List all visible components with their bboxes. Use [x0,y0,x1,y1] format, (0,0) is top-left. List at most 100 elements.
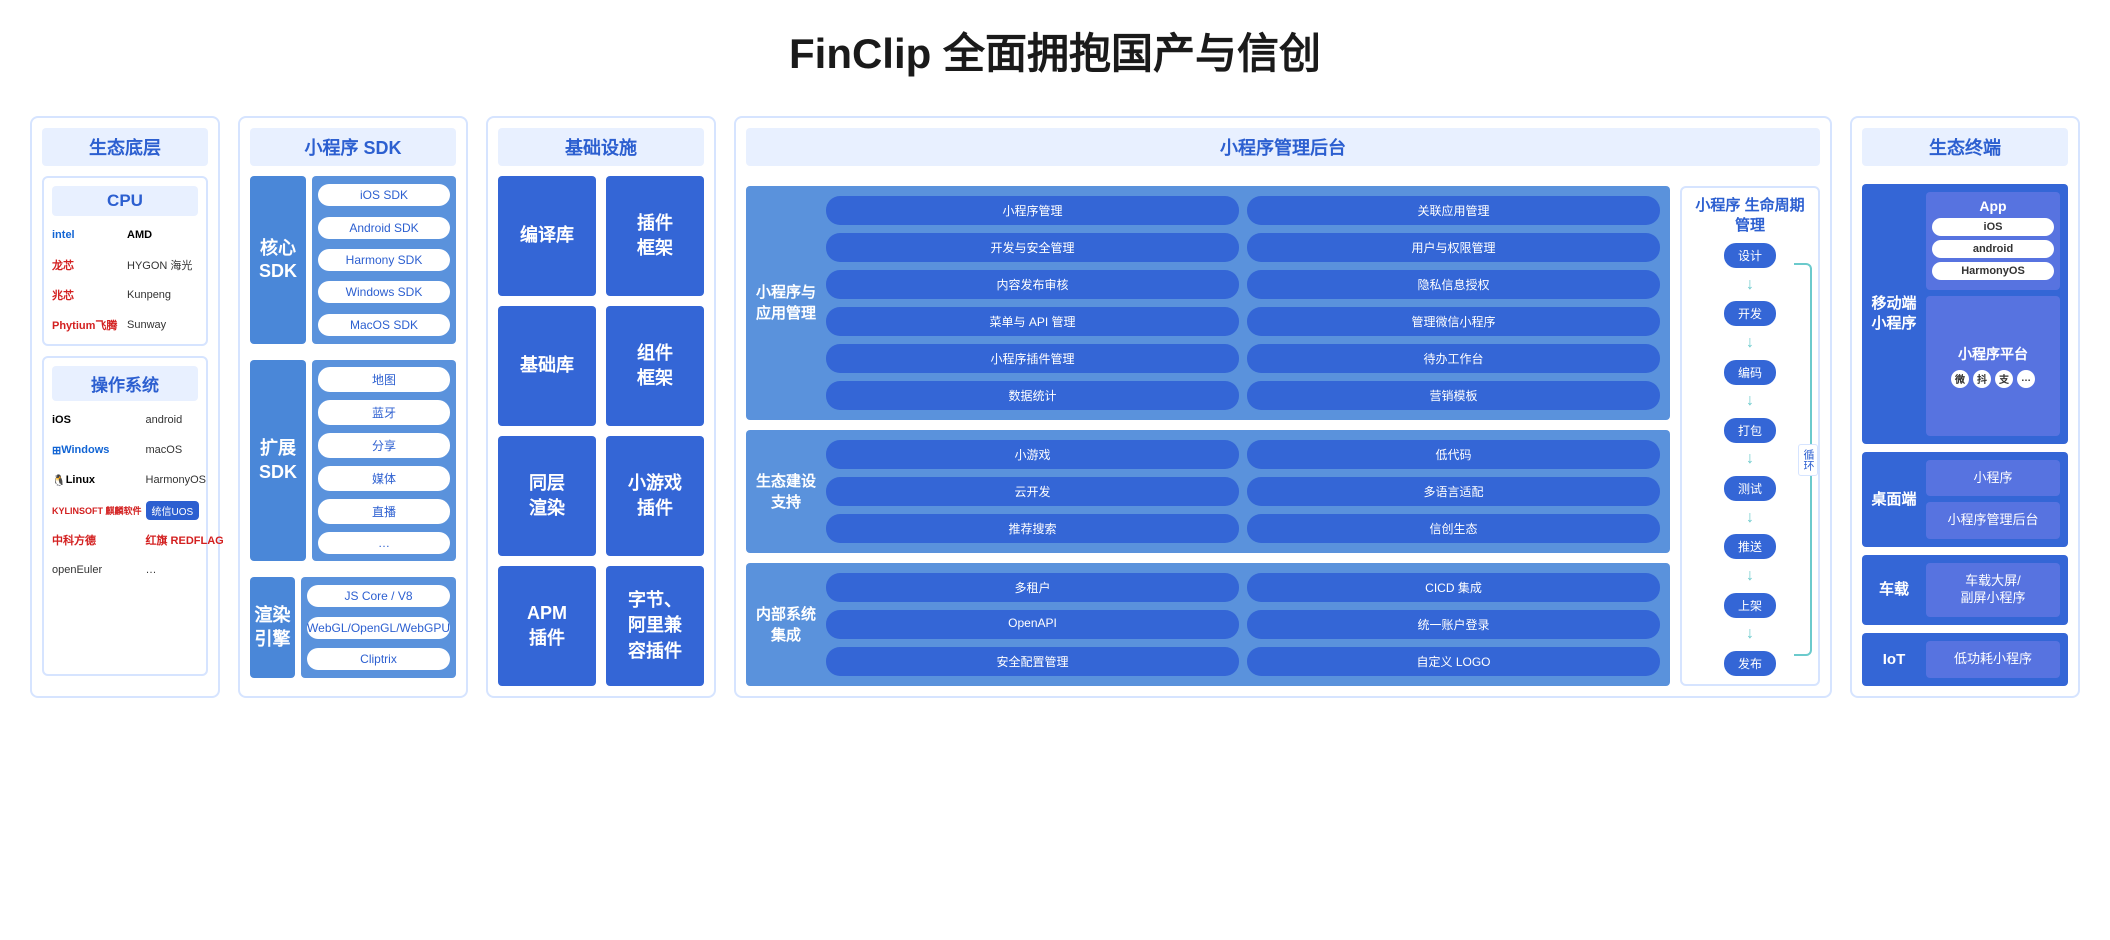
logo-loongson: 龙芯 [52,254,123,276]
app-android: android [1932,240,2054,258]
logo-zhaoxin: 兆芯 [52,284,123,306]
infra-grid: 编译库插件 框架基础库组件 框架同层 渲染小游戏 插件APM 插件字节、 阿里兼… [498,176,704,686]
lifecycle-step: 测试 [1724,476,1776,501]
sdk-item: iOS SDK [318,184,450,206]
mgmt-section: 生态建设 支持小游戏低代码云开发多语言适配推荐搜索信创生态 [746,430,1670,553]
arrow-down-icon: ↓ [1746,451,1754,467]
mgmt-item: 管理微信小程序 [1247,307,1660,336]
logo-amd: AMD [127,224,198,246]
sdk-item: 媒体 [318,466,450,491]
sdk-item: 直播 [318,499,450,524]
architecture-diagram: 生态底层 CPU intel AMD 龙芯 HYGON 海光 兆芯 Kunpen… [30,116,2080,698]
platform-icon: … [2017,370,2035,388]
infra-cell: 字节、 阿里兼 容插件 [606,566,704,686]
lifecycle-step: 推送 [1724,534,1776,559]
infra-cell: 插件 框架 [606,176,704,296]
col1-header: 生态底层 [42,128,208,166]
logo-redflag: 红旗 REDFLAG [146,529,224,551]
sdk-item: Windows SDK [318,281,450,303]
lifecycle-step: 开发 [1724,301,1776,326]
mgmt-item: 菜单与 API 管理 [826,307,1239,336]
logo-phytium: Phytium飞腾 [52,314,123,336]
platform-icon: 支 [1995,370,2013,388]
sdk-item: Cliptrix [307,648,450,670]
lifecycle-step: 打包 [1724,418,1776,443]
mgmt-item: 自定义 LOGO [1247,647,1660,676]
platform-icon: 微 [1951,370,1969,388]
logo-openeuler: openEuler [52,559,142,581]
arrow-down-icon: ↓ [1746,393,1754,409]
loop-label: 循环 [1798,444,1818,476]
sdk-items: 地图蓝牙分享媒体直播 … [312,360,456,561]
os-box: 操作系统 iOS android ⊞ Windows macOS 🐧 Linux… [42,356,208,676]
sdk-item: MacOS SDK [318,314,450,336]
term-row: 车载车载大屏/ 副屏小程序 [1862,555,2068,625]
sdk-group-label: 扩展 SDK [250,360,306,561]
mgmt-section-label: 内部系统 集成 [756,573,816,676]
sdk-item: 分享 [318,433,450,458]
col5-header: 生态终端 [1862,128,2068,166]
term-mobile: 移动端 小程序 App iOS android HarmonyOS 小程序平台 … [1862,184,2068,444]
sdk-item: … [318,532,450,554]
app-box: App iOS android HarmonyOS [1926,192,2060,290]
mgmt-section-label: 生态建设 支持 [756,440,816,543]
logo-intel: intel [52,224,123,246]
mgmt-grid: 小程序管理关联应用管理开发与安全管理用户与权限管理内容发布审核隐私信息授权菜单与… [826,196,1660,410]
mgmt-item: 信创生态 [1247,514,1660,543]
term-row-content: 小程序小程序管理后台 [1926,460,2060,540]
logo-linux: 🐧 Linux [52,469,142,491]
term-item: 小程序 [1926,460,2060,497]
mgmt-item: OpenAPI [826,610,1239,639]
mgmt-item: 多租户 [826,573,1239,602]
mgmt-item: 关联应用管理 [1247,196,1660,225]
infra-cell: 同层 渲染 [498,436,596,556]
mgmt-item: 内容发布审核 [826,270,1239,299]
sdk-item: JS Core / V8 [307,585,450,607]
mgmt-grid: 多租户CICD 集成OpenAPI统一账户登录安全配置管理自定义 LOGO [826,573,1660,676]
page-title: FinClip 全面拥抱国产与信创 [30,20,2080,81]
arrow-down-icon: ↓ [1746,335,1754,351]
term-mobile-label: 移动端 小程序 [1870,192,1918,436]
mgmt-item: 隐私信息授权 [1247,270,1660,299]
mgmt-item: 云开发 [826,477,1239,506]
sdk-group: 核心 SDKiOS SDKAndroid SDKHarmony SDKWindo… [250,176,456,344]
arrow-down-icon: ↓ [1746,568,1754,584]
lifecycle-header: 小程序 生命周期管理 [1690,196,1810,235]
cpu-box: CPU intel AMD 龙芯 HYGON 海光 兆芯 Kunpeng Phy… [42,176,208,346]
col3-header: 基础设施 [498,128,704,166]
os-grid: iOS android ⊞ Windows macOS 🐧 Linux Harm… [52,409,198,581]
sdk-group: 渲染 引擎JS Core / V8WebGL/OpenGL/WebGPUClip… [250,577,456,678]
platform-icon: 抖 [1973,370,1991,388]
mgmt-item: 统一账户登录 [1247,610,1660,639]
lifecycle-box: 小程序 生命周期管理 循环 设计↓开发↓编码↓打包↓测试↓推送↓上架↓发布 [1680,186,1820,686]
sdk-item: 蓝牙 [318,400,450,425]
logo-uos: 统信UOS [146,499,224,521]
logo-nfschina: 中科方德 [52,529,142,551]
panel-sdk: 小程序 SDK 核心 SDKiOS SDKAndroid SDKHarmony … [238,116,468,698]
term-row-content: 低功耗小程序 [1926,641,2060,678]
term-row-label: 桌面端 [1870,460,1918,540]
sdk-item: 地图 [318,367,450,392]
mgmt-item: 数据统计 [826,381,1239,410]
panel-terminal: 生态终端 移动端 小程序 App iOS android HarmonyOS 小… [1850,116,2080,698]
term-row: 桌面端小程序小程序管理后台 [1862,452,2068,548]
lifecycle-step: 编码 [1724,360,1776,385]
mgmt-item: 多语言适配 [1247,477,1660,506]
col2-header: 小程序 SDK [250,128,456,166]
logo-windows: ⊞ Windows [52,439,142,461]
term-row: IoT低功耗小程序 [1862,633,2068,686]
sdk-group: 扩展 SDK 地图蓝牙分享媒体直播 … [250,360,456,561]
sdk-group-label: 核心 SDK [250,176,306,344]
mgmt-sections: 小程序与 应用管理小程序管理关联应用管理开发与安全管理用户与权限管理内容发布审核… [746,186,1670,686]
term-row-content: 车载大屏/ 副屏小程序 [1926,563,2060,617]
mgmt-item: 小程序管理 [826,196,1239,225]
lifecycle-step: 设计 [1724,243,1776,268]
os-header: 操作系统 [52,366,198,401]
arrow-down-icon: ↓ [1746,626,1754,642]
infra-cell: 小游戏 插件 [606,436,704,556]
mgmt-item: 小程序插件管理 [826,344,1239,373]
mgmt-item: 安全配置管理 [826,647,1239,676]
mgmt-item: 营销模板 [1247,381,1660,410]
lifecycle-step: 发布 [1724,651,1776,676]
cpu-header: CPU [52,186,198,216]
